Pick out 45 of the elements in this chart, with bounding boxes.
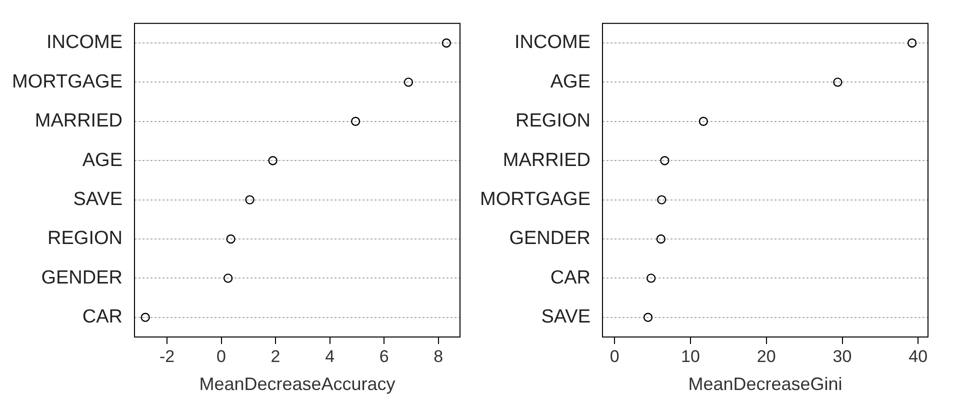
point xyxy=(226,234,236,244)
point xyxy=(656,234,666,244)
point xyxy=(140,312,150,322)
point xyxy=(223,274,233,283)
point xyxy=(646,274,656,283)
point xyxy=(657,195,666,204)
x-tick-label: 30 xyxy=(832,346,852,366)
point xyxy=(660,156,670,166)
point xyxy=(833,78,842,87)
point xyxy=(268,156,278,166)
x-tick-label: 0 xyxy=(216,346,226,366)
x-tick-label: 40 xyxy=(908,346,928,366)
y-tick-label: INCOME xyxy=(46,32,122,54)
y-tick-label: INCOME xyxy=(514,32,590,54)
point xyxy=(698,116,708,126)
point xyxy=(907,38,917,48)
point xyxy=(404,78,414,87)
x-tick-label: 6 xyxy=(379,346,389,366)
y-tick-label: SAVE xyxy=(73,189,122,210)
y-tick-label: MORTGAGE xyxy=(12,71,122,92)
point xyxy=(245,195,254,204)
y-tick-label: CAR xyxy=(550,267,590,288)
x-tick-label: 10 xyxy=(681,346,700,366)
x-axis-title: MeanDecreaseGini xyxy=(688,374,842,394)
y-tick-label: GENDER xyxy=(41,267,122,288)
x-tick-label: 20 xyxy=(756,346,776,366)
point xyxy=(350,116,360,126)
y-tick-label: SAVE xyxy=(541,306,590,328)
y-tick-label: MARRIED xyxy=(34,110,122,132)
x-tick-label: -2 xyxy=(159,346,175,366)
x-axis-title: MeanDecreaseAccuracy xyxy=(199,374,396,394)
y-tick-label: REGION xyxy=(516,110,590,132)
y-tick-label: AGE xyxy=(550,71,590,92)
x-tick-label: 8 xyxy=(434,346,444,366)
x-tick-label: 0 xyxy=(610,346,620,366)
y-tick-label: MARRIED xyxy=(502,150,590,171)
point xyxy=(442,38,452,48)
x-tick-label: 2 xyxy=(270,346,280,366)
y-tick-label: CAR xyxy=(82,306,122,328)
x-tick-label: 4 xyxy=(325,346,335,366)
point xyxy=(643,312,653,322)
y-tick-label: GENDER xyxy=(509,228,590,250)
y-tick-label: REGION xyxy=(48,228,122,250)
y-tick-label: AGE xyxy=(82,150,122,171)
y-tick-label: MORTGAGE xyxy=(480,189,590,210)
